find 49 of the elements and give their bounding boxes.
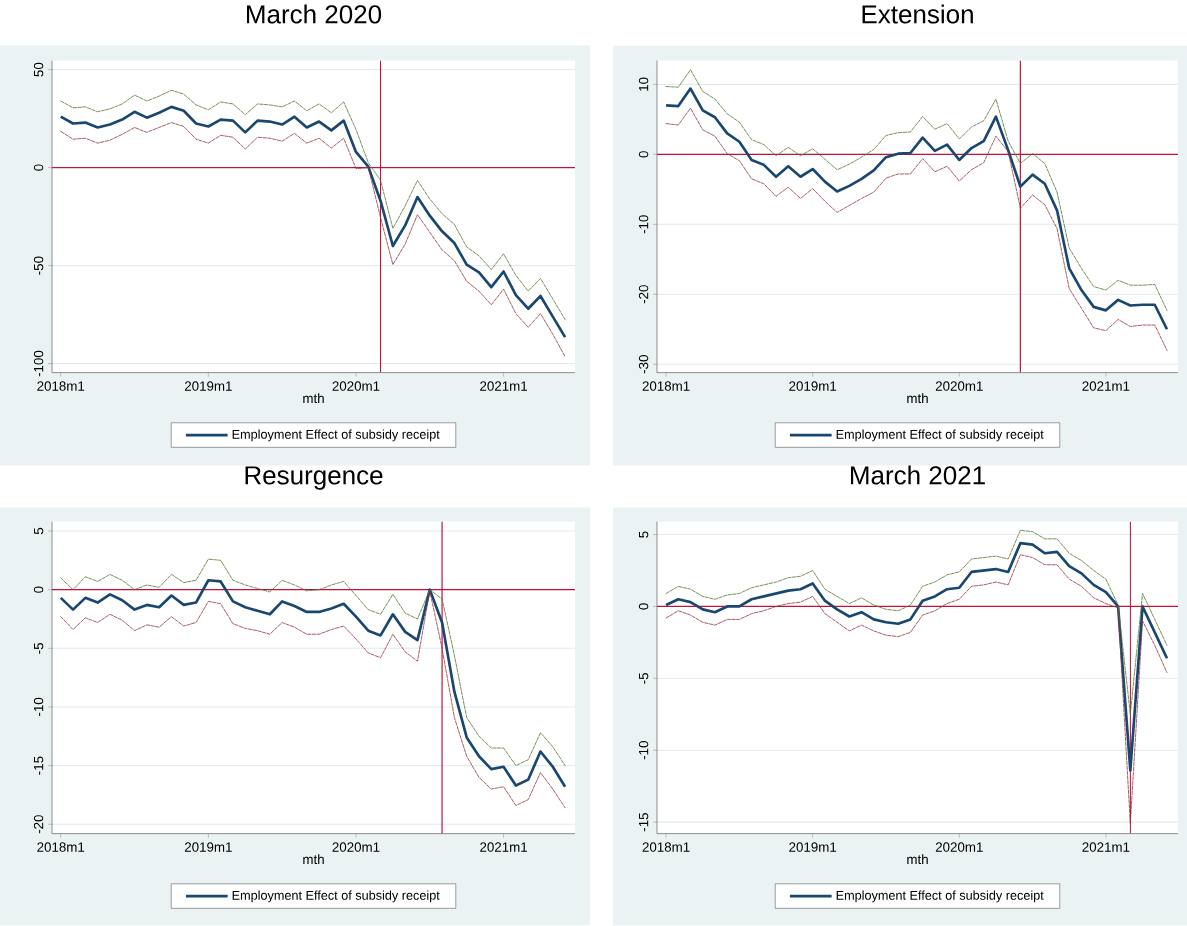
x-tick-label: 2020m1	[935, 381, 983, 391]
y-tick-label: -15	[33, 756, 44, 775]
x-axis-title: mth	[907, 854, 928, 865]
chart-title: Extension	[862, 4, 973, 24]
y-tick-label: 10	[638, 77, 649, 91]
y-tick-label: -100	[33, 350, 44, 377]
legend-label: Employment Effect of subsidy receipt	[836, 429, 1044, 442]
y-tick-label: 0	[33, 164, 44, 171]
x-tick-label: 2020m1	[332, 842, 380, 852]
x-tick-label: 2018m1	[642, 381, 690, 391]
x-tick-label: 2019m1	[184, 381, 232, 391]
x-axis-title: mth	[907, 393, 928, 404]
y-tick-label: -20	[638, 285, 649, 304]
legend-label: Employment Effect of subsidy receipt	[232, 429, 440, 442]
y-tick-label: -5	[33, 643, 44, 654]
y-tick-label: 50	[33, 62, 44, 77]
chart-title: March 2020	[246, 4, 382, 24]
y-tick-label: 0	[638, 151, 649, 158]
y-tick-label: -10	[33, 698, 44, 717]
chart-title: Resurgence	[245, 466, 383, 490]
x-axis-title: mth	[303, 393, 324, 404]
chart-title: March 2021	[850, 465, 985, 485]
x-tick-label: 2021m1	[480, 842, 528, 852]
x-tick-label: 2021m1	[1082, 842, 1130, 852]
y-tick-label: 5	[33, 528, 44, 535]
y-tick-label: 0	[638, 603, 649, 610]
x-tick-label: 2018m1	[642, 842, 690, 852]
y-tick-label: -30	[638, 355, 649, 374]
x-tick-label: 2019m1	[789, 842, 837, 852]
x-axis-title: mth	[303, 854, 324, 865]
y-tick-label: -50	[33, 256, 44, 275]
y-tick-label: -10	[638, 215, 649, 234]
x-tick-label: 2018m1	[37, 381, 85, 391]
line-series	[60, 558, 566, 767]
legend-label: Employment Effect of subsidy receipt	[232, 890, 440, 903]
legend-label: Employment Effect of subsidy receipt	[836, 890, 1044, 903]
y-tick-label: -10	[638, 741, 649, 760]
y-tick-label: 5	[638, 531, 649, 538]
x-tick-label: 2019m1	[789, 381, 837, 391]
y-tick-label: -5	[638, 673, 649, 684]
x-tick-label: 2019m1	[184, 842, 232, 852]
y-tick-label: 0	[33, 586, 44, 594]
x-tick-label: 2020m1	[332, 381, 380, 391]
x-tick-label: 2021m1	[480, 381, 528, 391]
y-tick-label: -15	[638, 813, 649, 832]
x-tick-label: 2018m1	[37, 842, 85, 852]
x-tick-label: 2021m1	[1082, 381, 1130, 391]
x-tick-label: 2020m1	[935, 842, 983, 852]
y-tick-label: -20	[33, 815, 44, 834]
